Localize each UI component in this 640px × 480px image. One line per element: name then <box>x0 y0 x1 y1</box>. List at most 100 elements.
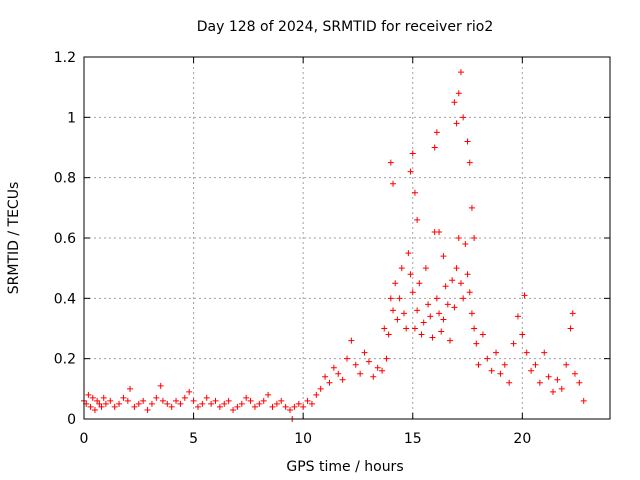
y-tick-label: 0.8 <box>54 171 76 187</box>
data-point <box>438 328 445 335</box>
data-point <box>449 277 456 284</box>
chart-title: Day 128 of 2024, SRMTID for receiver rio… <box>197 19 494 35</box>
data-point <box>127 385 134 392</box>
data-point <box>396 295 403 302</box>
data-point <box>221 400 228 407</box>
data-point <box>287 406 294 413</box>
data-point <box>405 250 412 257</box>
data-point <box>230 406 237 413</box>
data-point <box>457 69 464 76</box>
data-point <box>567 325 574 332</box>
data-point <box>420 319 427 326</box>
data-point <box>131 403 138 410</box>
data-point <box>181 394 188 401</box>
data-point <box>256 400 263 407</box>
data-points <box>81 69 587 422</box>
data-point <box>453 120 460 127</box>
data-point <box>153 394 160 401</box>
x-axis-label: GPS time / hours <box>286 459 403 475</box>
data-point <box>431 144 438 151</box>
data-point <box>91 406 98 413</box>
data-point <box>357 370 364 377</box>
data-point <box>455 90 462 97</box>
x-tick-label: 10 <box>294 431 312 447</box>
data-point <box>190 397 197 404</box>
data-point <box>390 307 397 314</box>
data-point <box>519 331 526 338</box>
data-point <box>339 376 346 383</box>
data-point <box>387 295 394 302</box>
data-point <box>440 253 447 260</box>
data-point <box>571 370 578 377</box>
data-point <box>361 349 368 356</box>
data-point <box>580 397 587 404</box>
data-point <box>148 400 155 407</box>
data-point <box>433 129 440 136</box>
data-point <box>308 400 315 407</box>
data-point <box>460 114 467 121</box>
axis-ticks: 0 5 10 15 20 0 0.2 0.4 0.6 0.8 1 1.2 <box>54 50 610 447</box>
data-point <box>385 331 392 338</box>
data-point <box>98 403 105 410</box>
data-point <box>120 394 127 401</box>
data-point <box>157 382 164 389</box>
data-point <box>514 313 521 320</box>
data-point <box>541 349 548 356</box>
data-point <box>344 355 350 362</box>
x-tick-label: 0 <box>80 431 89 447</box>
data-point <box>173 397 180 404</box>
data-point <box>96 400 103 407</box>
data-point <box>466 289 473 296</box>
data-point <box>418 331 425 338</box>
data-point <box>414 216 421 223</box>
data-point <box>427 313 434 320</box>
data-point <box>381 325 388 332</box>
data-point <box>497 370 504 377</box>
data-point <box>212 397 219 404</box>
data-point <box>335 370 342 377</box>
data-point <box>111 403 118 410</box>
data-point <box>116 400 123 407</box>
y-tick-label: 1 <box>67 110 76 126</box>
data-point <box>317 385 324 392</box>
data-point <box>124 397 131 404</box>
data-point <box>451 304 458 311</box>
data-point <box>451 99 458 106</box>
data-point <box>291 403 298 410</box>
data-point <box>225 397 232 404</box>
data-point <box>411 325 418 332</box>
y-tick-label: 0.6 <box>54 231 76 247</box>
data-point <box>247 397 254 404</box>
y-tick-label: 0.4 <box>54 291 76 307</box>
data-point <box>436 310 443 317</box>
data-point <box>460 295 467 302</box>
data-point <box>462 241 469 248</box>
data-point <box>243 394 250 401</box>
data-point <box>282 403 289 410</box>
data-point <box>493 349 500 356</box>
data-point <box>545 373 552 380</box>
data-point <box>159 397 166 404</box>
data-point <box>365 358 372 365</box>
data-point <box>440 316 447 323</box>
data-point <box>326 379 333 386</box>
data-point <box>471 325 478 332</box>
data-point <box>528 367 535 374</box>
x-tick-label: 15 <box>404 431 422 447</box>
data-point <box>453 265 460 272</box>
data-point <box>379 367 386 374</box>
data-point <box>313 391 320 398</box>
data-point <box>390 180 397 187</box>
data-point <box>102 400 109 407</box>
data-point <box>444 301 451 308</box>
data-point <box>107 397 114 404</box>
data-point <box>89 394 96 401</box>
data-point <box>521 292 528 299</box>
data-point <box>208 400 215 407</box>
data-point <box>144 406 151 413</box>
data-point <box>383 355 390 362</box>
data-point <box>532 361 539 368</box>
data-point <box>536 379 543 386</box>
data-point <box>455 235 462 241</box>
data-point <box>398 265 405 272</box>
